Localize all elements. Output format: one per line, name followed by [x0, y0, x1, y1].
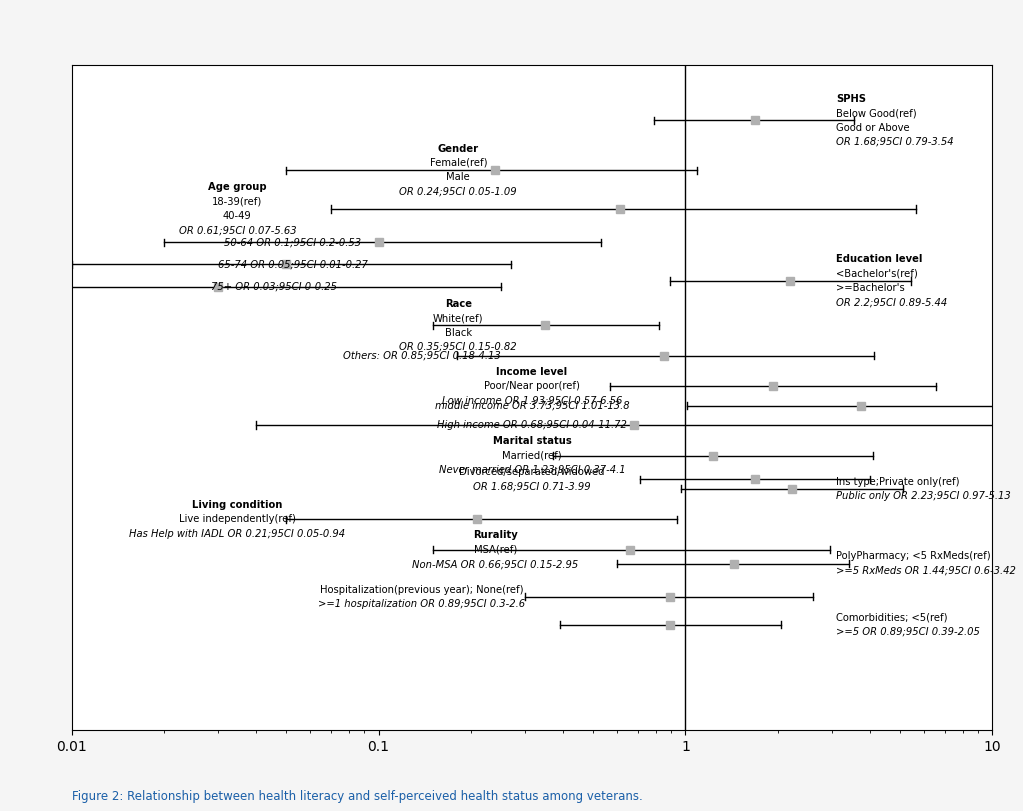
Text: OR 0.35;95CI 0.15-0.82: OR 0.35;95CI 0.15-0.82 [400, 342, 517, 352]
Text: Race: Race [445, 298, 472, 309]
Text: PolyPharmacy; <5 RxMeds(ref): PolyPharmacy; <5 RxMeds(ref) [836, 551, 990, 561]
Text: OR 2.2;95CI 0.89-5.44: OR 2.2;95CI 0.89-5.44 [836, 298, 947, 307]
Text: Below Good(ref): Below Good(ref) [836, 108, 917, 118]
Text: Male: Male [446, 173, 471, 182]
Text: Has Help with IADL OR 0.21;95CI 0.05-0.94: Has Help with IADL OR 0.21;95CI 0.05-0.9… [129, 529, 346, 539]
Text: >=5 RxMeds OR 1.44;95CI 0.6-3.42: >=5 RxMeds OR 1.44;95CI 0.6-3.42 [836, 566, 1016, 576]
Text: Rurality: Rurality [473, 530, 518, 540]
Text: Never married OR 1.23;95CI 0.37-4.1: Never married OR 1.23;95CI 0.37-4.1 [439, 465, 625, 475]
Text: Living condition: Living condition [192, 500, 282, 510]
Text: OR 0.24;95CI 0.05-1.09: OR 0.24;95CI 0.05-1.09 [400, 187, 517, 197]
Text: 65-74 OR 0.05;95CI 0.01-0.27: 65-74 OR 0.05;95CI 0.01-0.27 [218, 260, 367, 269]
Text: Education level: Education level [836, 255, 922, 264]
Text: Non-MSA OR 0.66;95CI 0.15-2.95: Non-MSA OR 0.66;95CI 0.15-2.95 [412, 560, 578, 569]
Text: Married(ref): Married(ref) [502, 451, 562, 461]
Text: Low income OR 1.93;95CI 0.57-6.56: Low income OR 1.93;95CI 0.57-6.56 [442, 396, 622, 406]
Text: High income OR 0.68;95CI 0.04-11.72: High income OR 0.68;95CI 0.04-11.72 [437, 420, 627, 430]
Text: Poor/Near poor(ref): Poor/Near poor(ref) [484, 381, 580, 391]
Text: Others: OR 0.85;95CI 0.18-4.13: Others: OR 0.85;95CI 0.18-4.13 [343, 351, 500, 361]
Text: >=5 OR 0.89;95CI 0.39-2.05: >=5 OR 0.89;95CI 0.39-2.05 [836, 627, 980, 637]
Text: Comorbidities; <5(ref): Comorbidities; <5(ref) [836, 612, 947, 622]
Text: >=1 hospitalization OR 0.89;95CI 0.3-2.6: >=1 hospitalization OR 0.89;95CI 0.3-2.6 [318, 599, 525, 609]
Text: OR 1.68;95CI 0.79-3.54: OR 1.68;95CI 0.79-3.54 [836, 137, 953, 147]
Text: White(ref): White(ref) [433, 313, 484, 323]
Text: >=Bachelor's: >=Bachelor's [836, 283, 904, 294]
Text: OR 0.61;95CI 0.07-5.63: OR 0.61;95CI 0.07-5.63 [179, 225, 296, 235]
Text: 75+ OR 0.03;95CI 0-0.25: 75+ OR 0.03;95CI 0-0.25 [211, 281, 338, 291]
Text: Marital status: Marital status [493, 436, 571, 446]
Text: <Bachelor's(ref): <Bachelor's(ref) [836, 268, 918, 279]
Text: Divorced/separated/widowed: Divorced/separated/widowed [459, 467, 605, 477]
Text: Income level: Income level [496, 367, 568, 377]
Text: Figure 2: Relationship between health literacy and self-perceived health status : Figure 2: Relationship between health li… [72, 790, 642, 803]
Text: Female(ref): Female(ref) [430, 158, 487, 168]
Text: 40-49: 40-49 [223, 211, 252, 221]
Text: middle income OR 3.73;95CI 1.01-13.8: middle income OR 3.73;95CI 1.01-13.8 [435, 401, 629, 410]
Text: Good or Above: Good or Above [836, 122, 909, 132]
Text: Ins type;Private only(ref): Ins type;Private only(ref) [836, 477, 960, 487]
Text: Gender: Gender [438, 144, 479, 153]
Text: OR 1.68;95CI 0.71-3.99: OR 1.68;95CI 0.71-3.99 [474, 482, 590, 491]
Text: 50-64 OR 0.1;95CI 0.2-0.53: 50-64 OR 0.1;95CI 0.2-0.53 [224, 238, 361, 247]
Text: Hospitalization(previous year); None(ref): Hospitalization(previous year); None(ref… [320, 585, 523, 594]
Text: MSA(ref): MSA(ref) [474, 545, 517, 555]
Text: Age group: Age group [208, 182, 267, 192]
Text: Public only OR 2.23;95CI 0.97-5.13: Public only OR 2.23;95CI 0.97-5.13 [836, 491, 1011, 501]
Text: 18-39(ref): 18-39(ref) [212, 197, 263, 207]
Text: SPHS: SPHS [836, 94, 865, 104]
Text: Black: Black [445, 328, 472, 337]
Text: Live independently(ref): Live independently(ref) [179, 514, 296, 524]
